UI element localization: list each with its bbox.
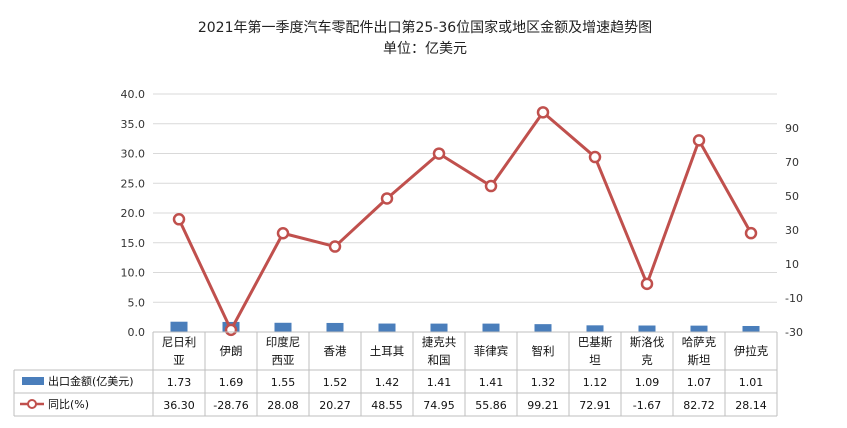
table-cell-amount: 1.41 bbox=[427, 376, 452, 389]
table-cell-yoy: 28.08 bbox=[267, 399, 299, 412]
category-label: 菲律宾 bbox=[474, 344, 509, 358]
left-tick-label: 20.0 bbox=[121, 207, 146, 220]
legend-bar-key bbox=[22, 377, 44, 385]
table-cell-yoy: 55.86 bbox=[475, 399, 507, 412]
category-label: 伊拉克 bbox=[734, 344, 769, 358]
table-cell-amount: 1.69 bbox=[219, 376, 244, 389]
bar bbox=[534, 324, 552, 332]
category-label: 印度尼西亚 bbox=[266, 335, 301, 367]
table-cell-amount: 1.52 bbox=[323, 376, 348, 389]
table-cell-yoy: 82.72 bbox=[683, 399, 715, 412]
bar bbox=[274, 322, 292, 332]
gridlines bbox=[153, 93, 777, 333]
left-tick-label: 40.0 bbox=[121, 88, 146, 101]
category-label: 伊朗 bbox=[220, 344, 243, 358]
chart-subtitle: 单位：亿美元 bbox=[383, 41, 467, 57]
bar bbox=[742, 325, 760, 332]
table-cell-yoy: -28.76 bbox=[213, 399, 248, 412]
legend-line-label: 同比(%) bbox=[48, 398, 89, 411]
line-point bbox=[588, 150, 602, 164]
table-cell-amount: 1.09 bbox=[635, 376, 660, 389]
bar-series bbox=[170, 321, 760, 332]
left-tick-label: 30.0 bbox=[121, 148, 146, 161]
left-tick-label: 15.0 bbox=[121, 237, 146, 250]
bar bbox=[482, 323, 500, 332]
table-cell-amount: 1.55 bbox=[271, 376, 296, 389]
line-point bbox=[432, 147, 446, 160]
left-tick-label: 5.0 bbox=[128, 296, 146, 309]
line-point bbox=[224, 323, 238, 337]
table-cell-yoy: 99.21 bbox=[527, 399, 559, 412]
line-series bbox=[172, 106, 758, 337]
table-cell-yoy: -1.67 bbox=[633, 399, 661, 412]
line-point bbox=[744, 226, 758, 240]
table-cell-amount: 1.32 bbox=[531, 376, 556, 389]
table-cell-yoy: 72.91 bbox=[579, 399, 611, 412]
category-label: 土耳其 bbox=[370, 344, 405, 358]
left-tick-label: 10.0 bbox=[121, 267, 146, 280]
legend-line-marker bbox=[27, 399, 37, 409]
table-cell-amount: 1.42 bbox=[375, 376, 400, 389]
line-point bbox=[328, 240, 342, 253]
bar bbox=[326, 322, 344, 332]
table-cell-yoy: 36.30 bbox=[163, 399, 195, 412]
left-tick-label: 0.0 bbox=[128, 326, 146, 339]
table-cell-amount: 1.07 bbox=[687, 376, 712, 389]
series-line bbox=[177, 110, 753, 332]
left-tick-label: 35.0 bbox=[121, 118, 146, 131]
right-tick-label: 70 bbox=[785, 156, 799, 169]
right-tick-label: 50 bbox=[785, 190, 799, 203]
category-label: 捷克共和国 bbox=[422, 335, 457, 367]
table-cell-yoy: 48.55 bbox=[371, 399, 403, 412]
line-point bbox=[484, 179, 498, 193]
table-cell-yoy: 20.27 bbox=[319, 399, 351, 412]
category-label: 巴基斯坦 bbox=[578, 335, 613, 367]
category-label: 哈萨克斯坦 bbox=[682, 335, 717, 367]
right-tick-label: 10 bbox=[785, 258, 799, 271]
table-cell-amount: 1.01 bbox=[739, 376, 764, 389]
left-tick-label: 25.0 bbox=[121, 177, 146, 190]
line-point bbox=[380, 192, 394, 205]
right-tick-label: -10 bbox=[785, 292, 803, 305]
bar bbox=[638, 325, 656, 332]
bar bbox=[586, 325, 604, 332]
table-cell-amount: 1.73 bbox=[167, 376, 192, 389]
category-label: 香港 bbox=[324, 344, 347, 358]
table-cell-yoy: 74.95 bbox=[423, 399, 455, 412]
right-tick-label: 90 bbox=[785, 122, 799, 135]
category-label: 智利 bbox=[532, 344, 555, 358]
bar bbox=[690, 325, 708, 332]
line-point bbox=[692, 134, 706, 147]
category-label: 尼日利亚 bbox=[162, 335, 197, 367]
line-point bbox=[640, 277, 654, 291]
legend-bar-label: 出口金额(亿美元) bbox=[48, 374, 134, 388]
table-cell-amount: 1.41 bbox=[479, 376, 504, 389]
bar bbox=[170, 321, 188, 332]
category-label: 斯洛伐克 bbox=[630, 335, 665, 367]
right-axis-ticks: -30 -10 10 30 50 70 90 bbox=[785, 122, 803, 339]
bar bbox=[378, 323, 396, 332]
left-axis-ticks: 0.0 5.0 10.0 15.0 20.0 25.0 30.0 35.0 40.0 bbox=[121, 88, 146, 339]
right-tick-label: -30 bbox=[785, 326, 803, 339]
table-cell-yoy: 28.14 bbox=[735, 399, 767, 412]
line-point bbox=[172, 213, 186, 226]
chart-title: 2021年第一季度汽车零配件出口第25-36位国家或地区金额及增速趋势图 bbox=[198, 19, 652, 36]
line-point bbox=[276, 227, 290, 240]
table-cell-amount: 1.12 bbox=[583, 376, 608, 389]
bar bbox=[430, 323, 448, 332]
line-point bbox=[536, 106, 550, 119]
right-tick-label: 30 bbox=[785, 224, 799, 237]
